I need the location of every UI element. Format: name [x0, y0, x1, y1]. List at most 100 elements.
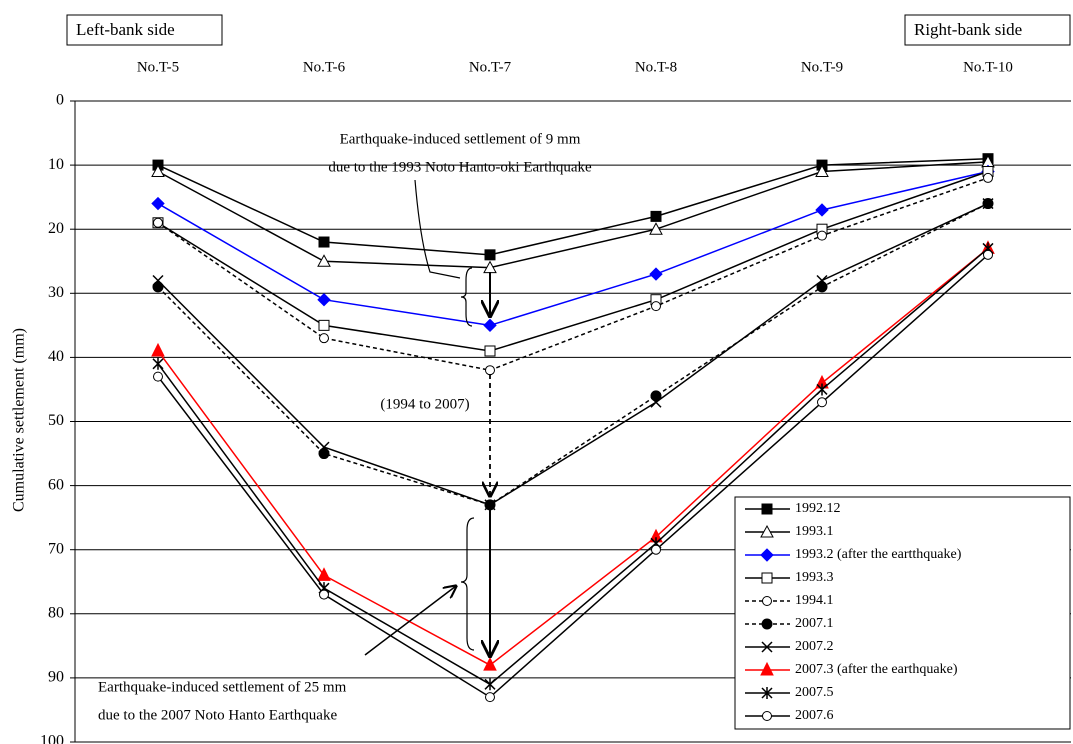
legend-marker	[762, 596, 772, 606]
legend-marker	[760, 524, 774, 538]
y-tick-label: 20	[48, 220, 64, 237]
legend-label: 1993.2 (after the eartthquake)	[795, 547, 962, 562]
y-tick-label: 40	[48, 348, 64, 365]
y-tick-label: 30	[48, 284, 64, 301]
marker	[650, 390, 662, 402]
annotation: due to the 1993 Noto Hanto-oki Earthquak…	[328, 159, 592, 175]
marker	[319, 589, 329, 600]
y-tick-label: 0	[56, 92, 64, 109]
x-tick-label: No.T-9	[801, 59, 843, 75]
marker	[317, 254, 331, 267]
marker	[484, 345, 496, 357]
x-tick-label: No.T-7	[469, 59, 512, 75]
brace	[460, 517, 475, 651]
annotation: due to the 2007 Noto Hanto Earthquake	[98, 707, 337, 723]
marker	[649, 222, 663, 235]
brace	[460, 267, 473, 327]
line	[157, 247, 989, 666]
legend-marker	[760, 661, 774, 676]
marker	[152, 281, 164, 293]
legend-label: 2007.3 (after the earthquake)	[795, 662, 958, 677]
marker	[153, 217, 163, 228]
legend-marker	[761, 641, 773, 653]
series	[153, 172, 993, 376]
legend-marker	[761, 503, 773, 515]
marker	[151, 164, 165, 178]
series	[151, 154, 995, 274]
marker	[318, 319, 330, 331]
left-bank-label: Left-bank side	[76, 20, 175, 39]
line	[157, 202, 989, 506]
series	[152, 242, 994, 691]
marker	[151, 342, 165, 357]
legend: 1992.12 1993.1 1993.2 (after the eartthqua…	[734, 496, 1071, 730]
line	[157, 157, 989, 256]
legend-label: 1992.12	[795, 501, 841, 516]
marker	[649, 267, 663, 281]
y-tick-label: 80	[48, 604, 64, 621]
marker	[484, 249, 496, 261]
marker	[650, 396, 662, 408]
y-tick-label: 60	[48, 476, 64, 493]
marker	[319, 333, 329, 344]
x-tick-label: No.T-5	[137, 59, 179, 75]
marker	[317, 293, 331, 307]
y-axis-title: Cumulative settlement (mm)	[11, 328, 28, 512]
marker	[318, 236, 330, 248]
marker	[982, 198, 994, 210]
line	[157, 254, 989, 699]
marker	[318, 448, 330, 460]
line	[157, 177, 989, 371]
marker	[484, 678, 496, 691]
right-bank-label: Right-bank side	[914, 20, 1022, 39]
series	[152, 198, 994, 511]
legend-label: 2007.6	[795, 708, 834, 723]
annotations: Earthquake-induced settlement of 9 mm du…	[98, 131, 592, 723]
marker	[815, 203, 829, 217]
marker	[152, 274, 164, 287]
marker	[983, 172, 993, 183]
legend-marker	[761, 687, 773, 699]
legend-marker	[762, 711, 772, 721]
line	[157, 170, 989, 352]
line	[157, 202, 989, 506]
legend-marker	[761, 572, 773, 584]
legend-label: 1994.1	[795, 593, 834, 608]
series	[152, 166, 994, 357]
legend-box	[734, 496, 1071, 730]
marker	[817, 397, 827, 408]
marker	[650, 210, 662, 222]
marker	[318, 441, 330, 453]
arrow	[364, 586, 456, 656]
y-tick-label: 50	[48, 412, 64, 429]
marker	[651, 301, 661, 312]
marker	[317, 567, 331, 581]
marker	[152, 357, 164, 370]
marker	[153, 371, 163, 382]
annotation: Earthquake-induced settlement of 9 mm	[340, 131, 581, 147]
legend-label: 2007.5	[795, 685, 834, 700]
marker	[815, 164, 829, 178]
plot	[70, 100, 1071, 743]
leader-line	[414, 179, 461, 279]
y-tick-label: 100	[40, 733, 64, 744]
annotation: (1994 to 2007)	[380, 396, 469, 412]
annotation: Earthquake-induced settlement of 25 mm	[98, 679, 347, 695]
marker	[651, 544, 661, 555]
x-tick-label: No.T-10	[963, 59, 1013, 75]
marker	[485, 365, 495, 376]
line	[157, 247, 989, 686]
legend-label: 1993.1	[795, 524, 834, 539]
legend-marker	[760, 548, 774, 562]
marker	[484, 499, 496, 511]
y-tick-label: 10	[48, 156, 64, 173]
x-tick-label: No.T-6	[303, 59, 346, 75]
marker	[483, 318, 497, 333]
legend-label: 2007.2	[795, 639, 834, 654]
label-box	[66, 14, 223, 46]
x-tick-label: No.T-8	[635, 59, 677, 75]
marker	[817, 230, 827, 241]
marker	[483, 656, 497, 671]
legend-marker	[761, 618, 773, 630]
